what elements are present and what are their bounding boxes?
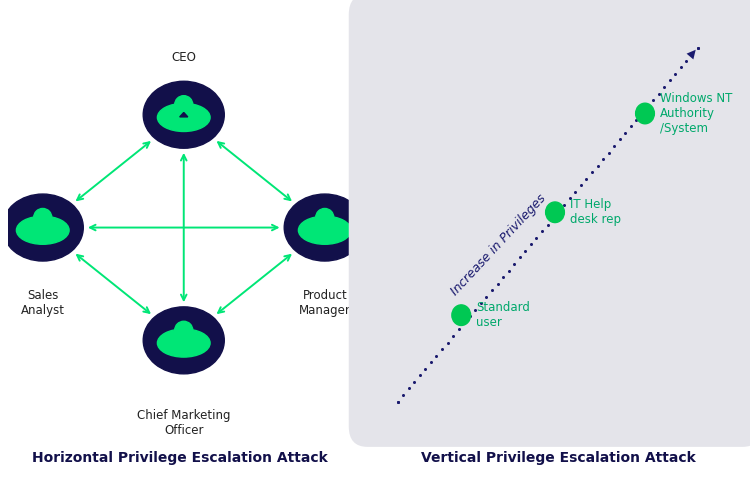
- Ellipse shape: [158, 329, 210, 357]
- FancyArrowPatch shape: [218, 255, 290, 313]
- Text: Product
Manager: Product Manager: [298, 289, 351, 317]
- Polygon shape: [180, 113, 188, 117]
- FancyArrowPatch shape: [77, 142, 149, 200]
- FancyArrowPatch shape: [218, 142, 290, 200]
- Ellipse shape: [16, 216, 69, 245]
- Text: Chief Marketing
Officer: Chief Marketing Officer: [137, 409, 230, 437]
- Ellipse shape: [143, 81, 224, 148]
- Text: Standard
user: Standard user: [476, 301, 530, 329]
- Text: Vertical Privilege Escalation Attack: Vertical Privilege Escalation Attack: [422, 451, 696, 465]
- Circle shape: [316, 208, 334, 226]
- Text: CEO: CEO: [171, 50, 196, 64]
- Text: Windows NT
Authority
/System: Windows NT Authority /System: [660, 92, 732, 135]
- Circle shape: [34, 208, 52, 226]
- FancyArrowPatch shape: [682, 50, 696, 67]
- Circle shape: [452, 305, 471, 325]
- Text: Increase in Privileges: Increase in Privileges: [448, 192, 549, 298]
- Circle shape: [545, 202, 564, 222]
- Text: Sales
Analyst: Sales Analyst: [21, 289, 64, 317]
- Circle shape: [175, 321, 193, 340]
- FancyArrowPatch shape: [90, 225, 278, 230]
- Text: Horizontal Privilege Escalation Attack: Horizontal Privilege Escalation Attack: [32, 451, 328, 465]
- Ellipse shape: [284, 194, 365, 261]
- FancyBboxPatch shape: [349, 0, 750, 447]
- Text: IT Help
desk rep: IT Help desk rep: [570, 198, 621, 226]
- Ellipse shape: [2, 194, 83, 261]
- Circle shape: [175, 96, 193, 114]
- Ellipse shape: [158, 103, 210, 131]
- Ellipse shape: [143, 307, 224, 374]
- Circle shape: [635, 103, 654, 124]
- FancyArrowPatch shape: [181, 155, 187, 300]
- Ellipse shape: [298, 216, 351, 245]
- FancyArrowPatch shape: [77, 255, 149, 313]
